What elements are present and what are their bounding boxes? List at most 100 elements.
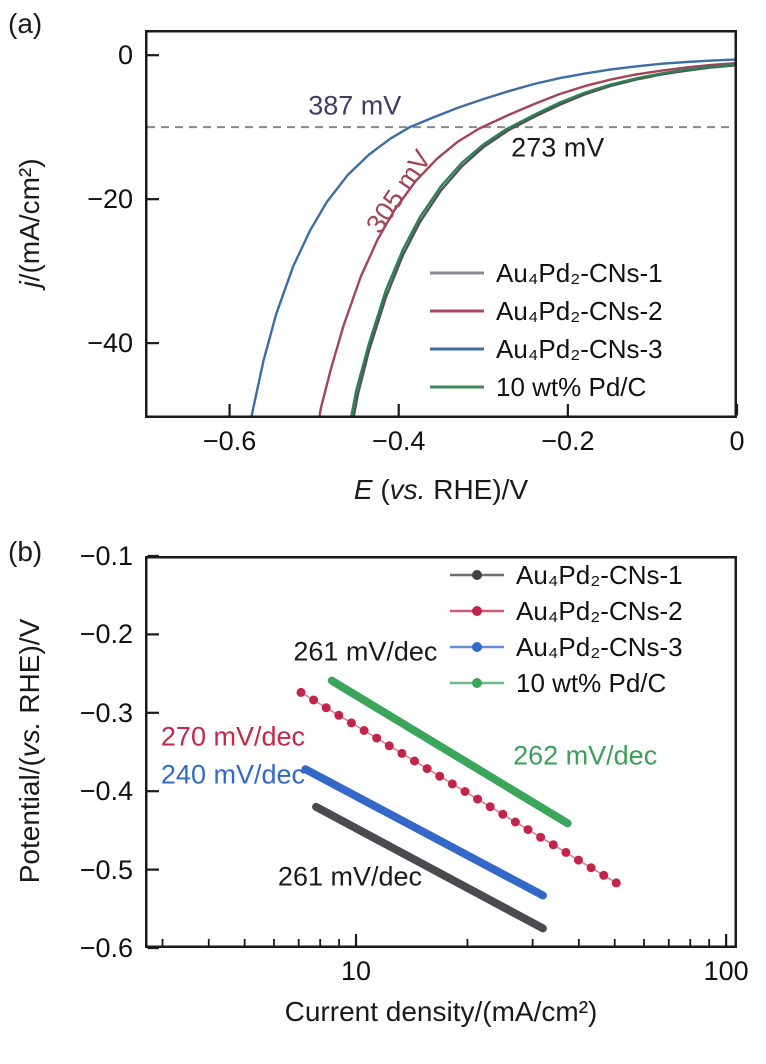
y-tick-label: −20: [87, 184, 133, 215]
series-line: [301, 765, 547, 900]
series-dot: [485, 802, 495, 812]
y-axis-label-part: /(mA/cm²): [14, 158, 45, 282]
legend-item-label: Au₄Pd₂-CNs-3: [496, 333, 663, 364]
chart-b-canvas: [145, 554, 737, 950]
series-dot: [599, 870, 609, 880]
annotation: 261 mV/dec: [277, 861, 423, 892]
annotation: 262 mV/dec: [513, 740, 658, 771]
legend: Au₄Pd₂-CNs-1 Au₄Pd₂-CNs-2 Au₄Pd₂-CNs-3 10 w…: [448, 557, 683, 701]
series-curve: [250, 58, 735, 416]
legend-marker-icon: [450, 606, 504, 616]
series-dot: [346, 718, 356, 728]
legend-marker-icon: [430, 347, 484, 351]
panel-a-y-axis-label: j/(mA/cm²): [14, 23, 46, 423]
annotation: 261 mV/dec: [293, 636, 438, 667]
y-tick-label: −0.1: [79, 541, 133, 571]
series-dot: [561, 847, 571, 857]
legend-item-label: Au₄Pd₂-CNs-3: [516, 631, 683, 662]
series-dot: [372, 733, 382, 743]
panel-a-label: (a): [8, 8, 43, 39]
legend-item-label: 10 wt% Pd/C: [496, 371, 647, 402]
legend-item: Au₄Pd₂-CNs-3: [428, 330, 663, 368]
y-tick-label: −0.2: [79, 619, 133, 650]
series-dot: [498, 809, 508, 819]
y-tick-label: −0.3: [79, 697, 133, 728]
panel-b-label: (b): [8, 536, 43, 567]
series-dot: [447, 779, 457, 789]
x-tick-label: 100: [703, 956, 749, 986]
panel-b-x-axis-label: Current density/(mA/cm²): [284, 996, 598, 1027]
plot-border: [145, 30, 737, 418]
panel-a: (a) j/(mA/cm²) E (vs. RHE)/V 0 −20 −40 −0.6…: [0, 0, 766, 530]
legend-marker-icon: [450, 570, 504, 580]
x-tick-label: −0.4: [372, 426, 426, 456]
series-dot: [359, 726, 369, 735]
series-dot: [384, 741, 394, 751]
series-dot: [548, 840, 558, 850]
series-dot: [536, 832, 546, 842]
plot-border: [145, 556, 737, 948]
legend-item: Au₄Pd₂-CNs-2: [428, 292, 663, 330]
legend-item: 10 wt% Pd/C: [428, 368, 663, 406]
legend-item-label: Au₄Pd₂-CNs-1: [496, 257, 663, 288]
legend-item-label: 10 wt% Pd/C: [516, 667, 667, 698]
annotation: 273 mV: [511, 132, 605, 163]
x-axis-label-part: E: [353, 474, 373, 505]
series-dot: [473, 794, 483, 804]
series-curve: [318, 62, 735, 416]
series-line: [312, 802, 547, 933]
series-dot: [435, 771, 445, 781]
series-dot: [523, 825, 533, 835]
series-group: [250, 58, 735, 416]
series-curve: [350, 63, 735, 416]
annotation: 240 mV/dec: [160, 759, 305, 790]
legend-item-label: Au₄Pd₂-CNs-2: [516, 595, 683, 626]
y-tick-label: 0: [117, 40, 133, 71]
legend-marker-icon: [450, 678, 504, 688]
series-line: [327, 676, 572, 828]
panel-a-x-axis-label: E (vs. RHE)/V: [145, 474, 737, 506]
legend-item: Au₄Pd₂-CNs-2: [448, 593, 683, 629]
y-tick-label: −0.5: [79, 854, 133, 885]
series-dot: [574, 855, 583, 865]
x-axis-label-part: RHE)/V: [425, 474, 529, 505]
annotation: 387 mV: [308, 90, 402, 121]
legend-item: Au₄Pd₂-CNs-1: [428, 254, 663, 292]
legend-item: 10 wt% Pd/C: [448, 665, 683, 701]
legend: Au₄Pd₂-CNs-1 Au₄Pd₂-CNs-2 Au₄Pd₂-CNs-3 10 w…: [428, 254, 663, 406]
series-dot: [422, 764, 432, 774]
annotation: 270 mV/dec: [160, 721, 305, 752]
y-tick-label: −40: [87, 328, 133, 359]
series-dot: [611, 878, 621, 888]
legend-item: Au₄Pd₂-CNs-3: [448, 629, 683, 665]
panel-b-y-axis-label: Potential/(vs. RHE)/V: [14, 551, 46, 951]
x-tick-label: −0.2: [541, 426, 595, 456]
series-dot: [334, 710, 344, 720]
legend-marker-icon: [430, 309, 484, 313]
x-tick-label: 0: [729, 426, 745, 456]
series-dot: [321, 703, 331, 713]
series-dot: [296, 687, 306, 697]
y-tick-label: −0.6: [79, 933, 133, 963]
x-tick-label: −0.6: [202, 426, 257, 456]
panel-b: (b) Potential/(vs. RHE)/V Current densit…: [0, 530, 766, 1064]
x-axis-label-part: vs.: [389, 474, 426, 505]
y-axis-label-part: j: [14, 281, 45, 288]
legend-marker-icon: [450, 642, 504, 652]
chart-a-canvas: [145, 30, 739, 418]
legend-item-label: Au₄Pd₂-CNs-2: [496, 295, 663, 326]
series-dot: [410, 756, 419, 766]
series-dot: [397, 748, 407, 758]
x-tick-label: 10: [341, 956, 372, 986]
legend-marker-icon: [430, 385, 484, 389]
y-tick-label: −0.4: [79, 776, 133, 807]
series-group: [296, 676, 621, 933]
series-dot: [586, 863, 596, 873]
legend-item: Au₄Pd₂-CNs-1: [448, 557, 683, 593]
legend-marker-icon: [430, 271, 484, 275]
series-dot: [460, 787, 470, 796]
legend-item-label: Au₄Pd₂-CNs-1: [516, 559, 683, 590]
series-dot: [309, 695, 319, 705]
series-dot: [510, 817, 520, 827]
